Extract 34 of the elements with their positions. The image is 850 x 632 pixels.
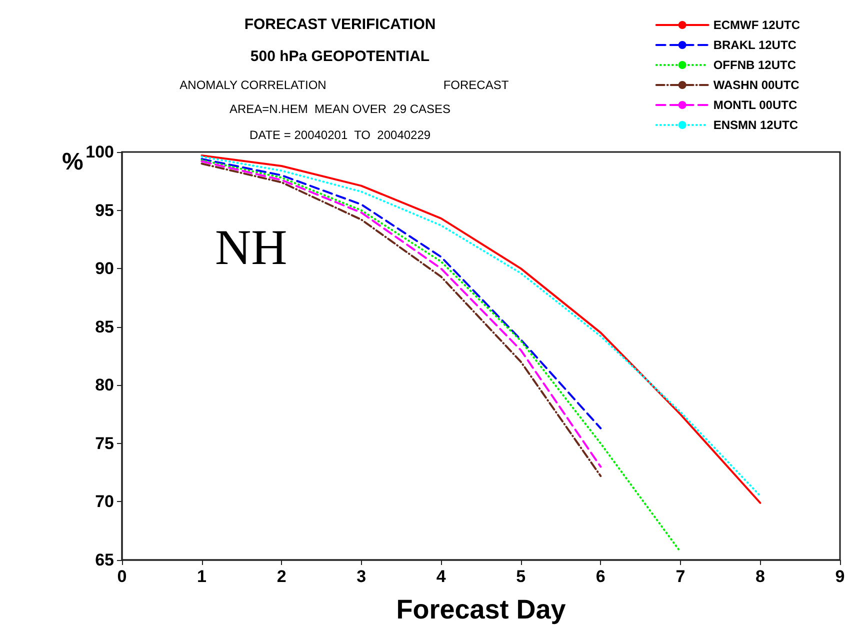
x-tick-label: 8	[755, 567, 765, 586]
x-tick-label: 6	[596, 567, 606, 586]
x-tick-label: 2	[276, 567, 286, 586]
x-tick-label: 3	[356, 567, 366, 586]
y-tick-label: 80	[95, 376, 114, 395]
legend-label: ECMWF 12UTC	[713, 18, 800, 32]
y-tick-label: 85	[95, 317, 114, 336]
legend-label: ENSMN 12UTC	[713, 118, 798, 132]
y-axis-title: %	[62, 148, 84, 176]
legend-label: MONTL 00UTC	[713, 98, 798, 112]
legend-label: WASHN 00UTC	[713, 78, 800, 92]
y-tick-label: 75	[95, 434, 114, 453]
annotation: NH	[215, 219, 288, 275]
y-tick-label: 70	[95, 492, 114, 512]
y-tick-label: 95	[95, 200, 114, 220]
x-tick-label: 7	[676, 567, 686, 586]
y-tick-label: 90	[95, 259, 114, 278]
x-tick-label: 4	[436, 567, 446, 586]
y-tick-label: 100	[86, 142, 114, 162]
legend-label: BRAKL 12UTC	[713, 38, 797, 52]
legend-label: OFFNB 12UTC	[713, 58, 796, 72]
line-series	[200, 159, 682, 553]
x-axis-title: Forecast Day	[396, 594, 566, 624]
x-tick-label: 9	[835, 567, 845, 586]
x-tick-label: 1	[197, 567, 207, 586]
chart-subtitle: 500 hPa GEOPOTENTIAL	[250, 48, 430, 65]
chart-title: FORECAST VERIFICATION	[244, 16, 436, 33]
text: DATE = 20040201 TO 20040229	[249, 128, 431, 142]
y-tick-label: 65	[95, 550, 114, 570]
text: ANOMALY CORRELATION	[180, 78, 326, 92]
x-tick-label: 0	[117, 567, 127, 586]
text: AREA=N.HEM MEAN OVER 29 CASES	[229, 102, 451, 116]
text: FORECAST	[443, 78, 510, 92]
x-tick-label: 5	[516, 567, 526, 586]
